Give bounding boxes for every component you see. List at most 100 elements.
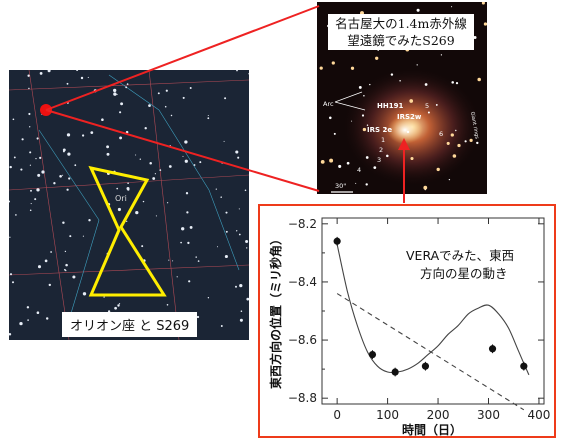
star xyxy=(246,247,248,249)
star xyxy=(182,96,185,99)
star xyxy=(93,89,97,93)
star xyxy=(238,233,241,236)
data-point xyxy=(368,350,377,359)
star xyxy=(164,105,167,108)
marker-6-label: 6 xyxy=(439,130,443,138)
x-tick-label: 400 xyxy=(528,408,551,422)
ir-star xyxy=(338,164,342,168)
star xyxy=(15,214,17,216)
star xyxy=(36,311,40,314)
ir-star xyxy=(436,167,440,172)
star xyxy=(113,92,117,96)
star xyxy=(182,155,184,157)
star xyxy=(36,137,39,140)
star xyxy=(30,189,32,192)
star xyxy=(30,203,32,205)
x-tick-label: 200 xyxy=(427,408,450,422)
ir-star xyxy=(390,73,394,76)
star xyxy=(66,82,69,85)
star xyxy=(221,162,223,164)
x-axis-title: 時間（日） xyxy=(402,422,462,437)
star xyxy=(74,164,77,167)
star xyxy=(149,161,152,165)
star xyxy=(195,256,197,258)
star xyxy=(181,227,185,231)
star xyxy=(72,275,76,279)
star xyxy=(207,297,210,299)
ir-star xyxy=(424,83,428,86)
marker-4-label: 4 xyxy=(357,166,361,174)
star xyxy=(20,168,23,171)
star xyxy=(9,273,13,276)
star xyxy=(87,76,89,78)
ir-star xyxy=(361,114,365,117)
arc-label: Arc xyxy=(323,100,334,108)
ir-star xyxy=(346,161,350,165)
star xyxy=(106,152,110,156)
star xyxy=(113,88,117,93)
infrared-image-graphic: Arc HH191 IRS 2e IRS2w Giant rings 30" 1… xyxy=(319,2,487,193)
ir-star xyxy=(455,81,459,85)
ir-star xyxy=(365,156,369,159)
star xyxy=(47,70,51,73)
star xyxy=(196,315,200,319)
series-layer xyxy=(333,236,530,411)
star xyxy=(152,177,156,180)
star xyxy=(62,174,64,176)
ir-star xyxy=(476,141,479,145)
star xyxy=(29,209,32,212)
ir-star xyxy=(320,160,325,164)
hh191-label: HH191 xyxy=(377,102,403,110)
ir-star xyxy=(435,103,438,106)
scale-label: 30" xyxy=(335,182,346,190)
proper-motion-chart: −8.2 −8.4 −8.6 −8.8 0 100 200 300 400 VERAでみた、東… xyxy=(268,217,551,437)
star xyxy=(62,150,65,153)
star xyxy=(127,188,130,191)
ir-star xyxy=(369,83,371,86)
marker-1-label: 1 xyxy=(381,136,385,144)
data-point xyxy=(421,362,430,370)
star xyxy=(135,210,139,215)
star xyxy=(168,259,170,261)
star xyxy=(13,156,16,159)
star xyxy=(34,198,37,201)
ir-star xyxy=(477,77,481,82)
star xyxy=(159,169,162,171)
star xyxy=(19,321,23,326)
grid-line xyxy=(158,109,210,191)
data-point xyxy=(391,368,399,376)
star xyxy=(118,303,121,305)
star xyxy=(216,246,219,248)
chart-annotation-line2: 方向の星の動き xyxy=(420,266,508,281)
ir-star xyxy=(455,129,457,132)
star xyxy=(120,102,124,106)
ir-stars xyxy=(319,2,487,191)
ir-star xyxy=(440,54,443,56)
ir-caption-line1: 名古屋大の1.4m赤外線 xyxy=(335,16,467,31)
ir-star xyxy=(483,22,487,26)
data-point xyxy=(488,345,497,353)
star xyxy=(197,260,200,262)
star xyxy=(106,145,110,149)
star xyxy=(166,304,169,306)
star xyxy=(27,319,29,321)
ir-star xyxy=(481,2,485,5)
proper-motion-plot-panel: −8.2 −8.4 −8.6 −8.8 0 100 200 300 400 VERAでみた、東… xyxy=(258,204,556,438)
star xyxy=(114,306,117,310)
star xyxy=(39,156,42,160)
ir-star xyxy=(446,141,450,145)
star xyxy=(116,187,119,190)
star xyxy=(35,157,37,160)
ir-star xyxy=(350,66,355,70)
star xyxy=(76,70,79,72)
x-tick-label: 300 xyxy=(477,408,500,422)
ir-star xyxy=(410,156,414,161)
star xyxy=(235,285,237,288)
ir-star xyxy=(406,130,410,134)
star xyxy=(68,177,71,180)
data-point xyxy=(333,237,341,245)
star xyxy=(176,276,178,278)
star xyxy=(101,118,104,121)
star xyxy=(127,182,129,184)
star xyxy=(238,208,240,210)
